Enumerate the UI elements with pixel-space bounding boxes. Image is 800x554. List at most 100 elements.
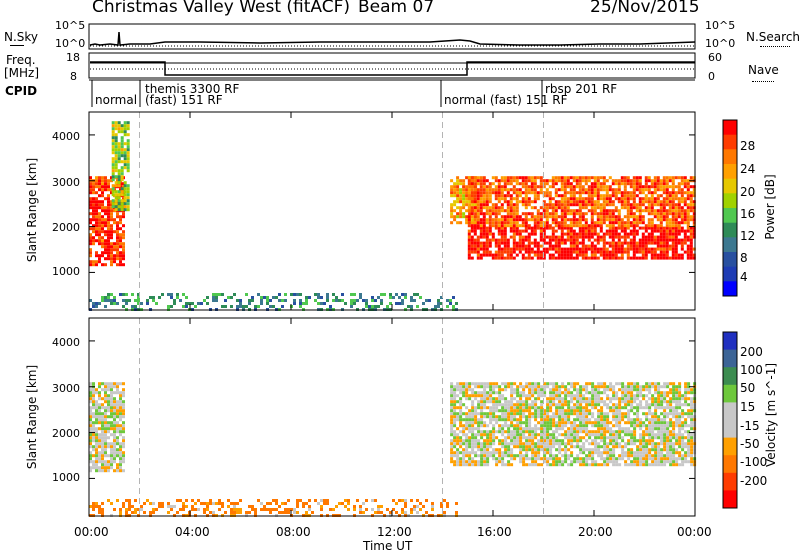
heatmap-cell [663,391,667,395]
heatmap-cell [483,439,487,443]
heatmap-cell [480,451,484,455]
heatmap-cell [593,212,597,216]
heatmap-cell [603,451,607,455]
heatmap-cell [392,296,395,299]
heatmap-cell [581,229,585,233]
heatmap-cell [513,415,517,419]
heatmap-cell [618,442,622,446]
heatmap-cell [272,499,275,502]
heatmap-cell [509,215,513,219]
heatmap-cell [113,451,116,455]
heatmap-cell [692,191,696,195]
heatmap-cell [500,247,504,251]
heatmap-cell [603,430,607,434]
heatmap-cell [608,176,612,180]
heatmap-cell [555,460,559,464]
heatmap-cell [486,433,490,437]
heatmap-cell [614,206,618,210]
heatmap-cell [620,182,624,186]
heatmap-cell [636,457,640,461]
heatmap-cell [185,296,188,299]
heatmap-cell [359,505,362,508]
heatmap-cell [470,215,474,219]
heatmap-cell [530,250,534,254]
heatmap-cell [494,194,498,198]
heatmap-cell [660,460,664,464]
heatmap-cell [546,400,550,404]
heatmap-cell [494,218,498,222]
heatmap-cell [605,188,609,192]
heatmap-cell [486,454,490,458]
heatmap-cell [95,179,98,183]
heatmap-cell [648,412,652,416]
heatmap-cell [635,215,639,219]
heatmap-cell [662,197,666,201]
heatmap-cell [221,305,224,308]
heatmap-cell [528,391,532,395]
heatmap-cell [117,157,121,161]
heatmap-cell [542,253,546,257]
heatmap-cell [668,209,672,213]
heatmap-cell [474,418,478,422]
heatmap-cell [546,415,550,419]
heatmap-cell [552,460,556,464]
heatmap-cell [311,511,314,514]
heatmap-cell [687,460,691,464]
heatmap-cell [524,229,528,233]
heatmap-cell [566,250,570,254]
heatmap-cell [576,406,580,410]
heatmap-cell [501,424,505,428]
heatmap-cell [101,412,104,416]
heatmap-cell [582,451,586,455]
nsearch-legend-line [760,46,790,47]
heatmap-cell [633,439,637,443]
heatmap-cell [639,433,643,437]
heatmap-cell [450,215,454,219]
heatmap-cell [558,463,562,467]
heatmap-cell [470,194,474,198]
heatmap-cell [635,209,639,213]
heatmap-cell [602,250,606,254]
heatmap-cell [635,203,639,207]
heatmap-cell [158,502,161,505]
heatmap-cell [677,256,681,260]
heatmap-cell [593,191,597,195]
heatmap-cell [104,421,107,425]
heatmap-cell [507,382,511,386]
heatmap-cell [690,433,694,437]
heatmap-cell [531,400,535,404]
heatmap-cell [482,176,486,180]
heatmap-cell [98,427,101,431]
heatmap-cell [648,448,652,452]
heatmap-cell [486,457,490,461]
heatmap-cell [101,511,104,514]
heatmap-cell [639,403,643,407]
heatmap-cell [620,235,624,239]
heatmap-cell [528,430,532,434]
heatmap-cell [540,424,544,428]
heatmap-cell [612,439,616,443]
heatmap-cell [564,409,568,413]
heatmap-cell [572,179,576,183]
heatmap-cell [125,293,128,296]
heatmap-cell [122,224,125,228]
heatmap-cell [669,454,673,458]
heatmap-cell [485,194,489,198]
heatmap-cell [491,253,495,257]
heatmap-cell [489,418,493,422]
heatmap-cell [513,424,517,428]
heatmap-cell [665,241,669,245]
heatmap-cell [669,400,673,404]
heatmap-cell [606,454,610,458]
heatmap-cell [114,148,118,152]
heatmap-cell [522,415,526,419]
heatmap-cell [653,197,657,201]
heatmap-cell [518,235,522,239]
heatmap-cell [686,197,690,201]
heatmap-cell [660,457,664,461]
heatmap-cell [453,209,457,213]
heatmap-cell [503,194,507,198]
heatmap-cell [561,463,565,467]
heatmap-cell [528,436,532,440]
heatmap-cell [167,502,170,505]
